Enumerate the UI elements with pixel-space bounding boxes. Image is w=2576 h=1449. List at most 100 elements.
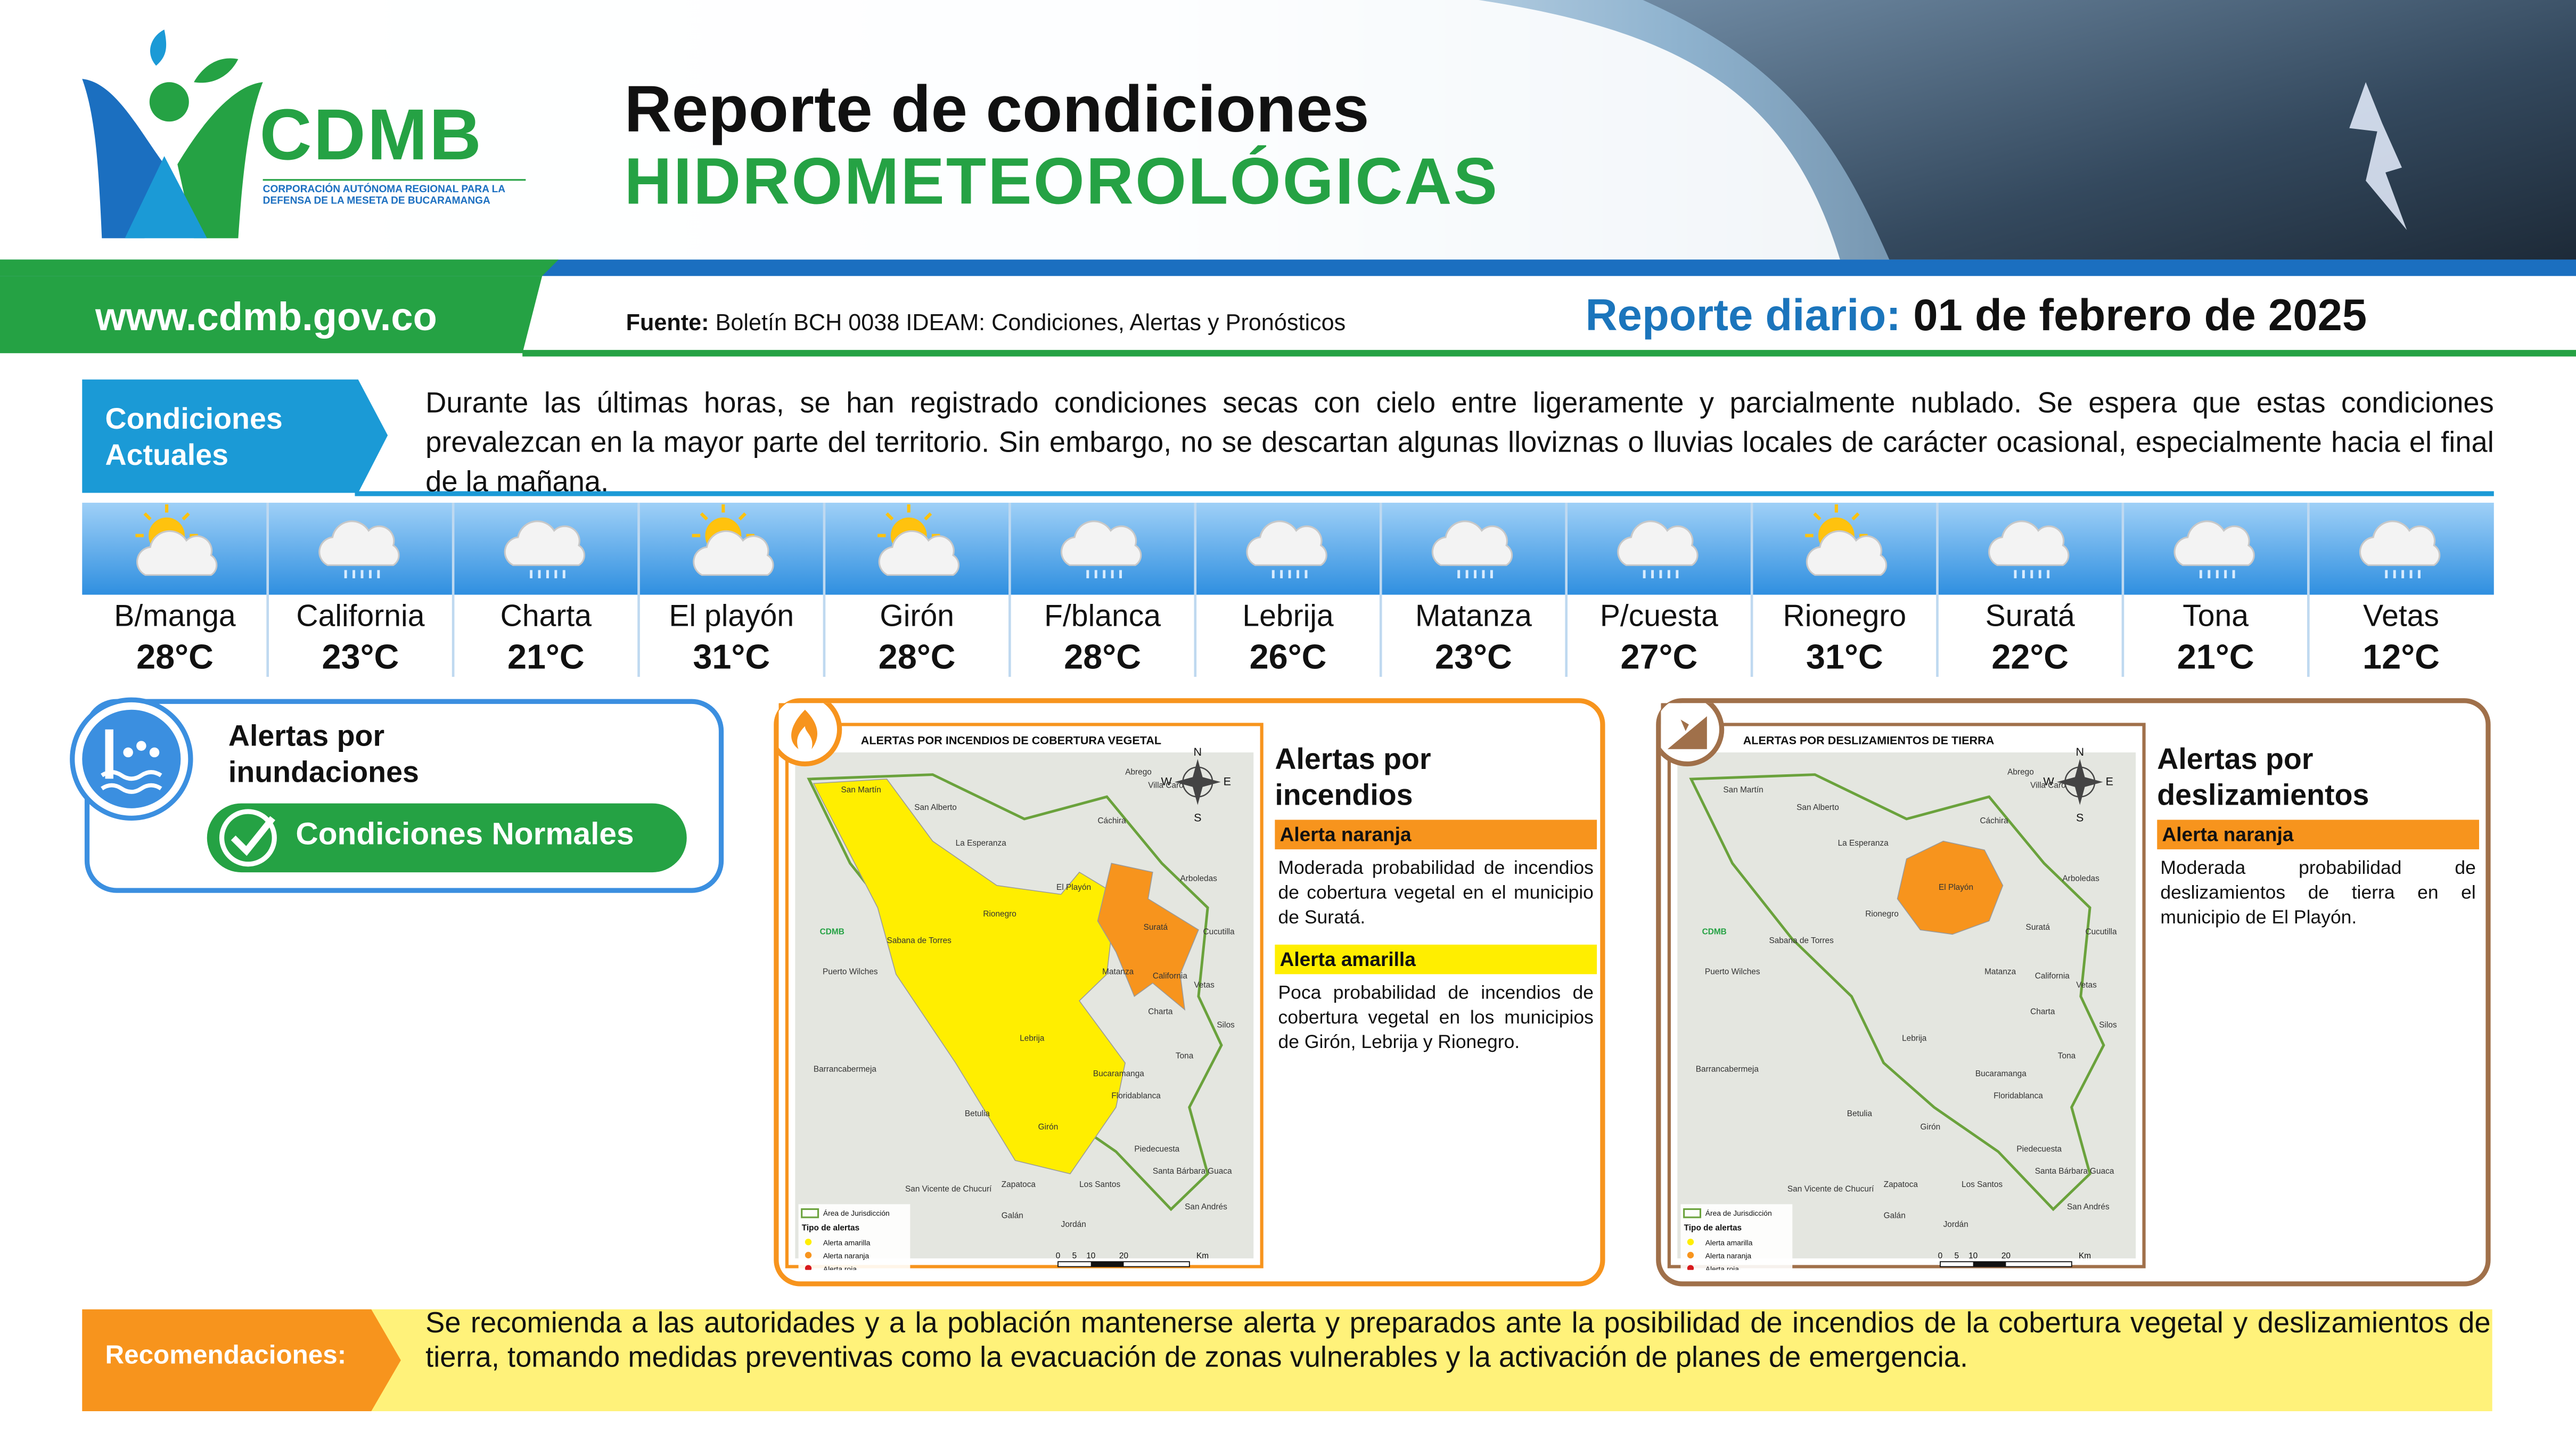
cloud [2359,520,2441,566]
scale-bar-fill [1973,1262,2006,1267]
cloud [1806,530,1888,576]
place-label: San Vicente de Chucurí [905,1185,992,1194]
place-label: La Esperanza [1838,839,1889,848]
city-temp: 23°C [322,637,399,676]
recommendations-frame [82,1309,2492,1412]
compass-letter: S [1194,811,1201,824]
place-label: Galán [1002,1211,1023,1221]
scale-label: 5 [1955,1251,1959,1260]
place-label: Vetas [2076,980,2097,989]
alert-text: Moderada probabilidad de deslizamientos … [2157,849,2480,938]
forecast-strip: B/manga 28°C California 23°C Charta 21°C El pl… [82,503,2494,677]
place-label: Zapatoca [1884,1180,1918,1189]
cloud [136,530,218,576]
legend-item: Alerta naranja [823,1251,869,1260]
place-label: Bucaramanga [1093,1069,1144,1078]
place-label: Lebrija [1902,1034,1927,1043]
sun-ray [885,512,894,521]
scale-label: 5 [1072,1251,1077,1260]
place-label: Girón [1921,1123,1941,1132]
title-line-2: HIDROMETEOROLÓGICAS [624,146,1499,219]
hazard-icon [778,703,842,767]
place-label: Guaca [2090,1167,2114,1176]
place-label: Tona [1176,1052,1194,1061]
alert-text: Moderada probabilidad de incendios de co… [1275,849,1597,938]
place-label: Zapatoca [1002,1180,1036,1189]
legend-title: Tipo de alertas [1684,1224,1742,1233]
place-label: Cáchira [1980,816,2008,825]
sun-ray [738,512,746,521]
sun-ray [1813,512,1822,521]
legend-item: Alerta amarilla [823,1238,871,1247]
place-label: Guaca [1208,1167,1232,1176]
scale-label: Km [1196,1251,1209,1260]
scale-bar-fill [1090,1262,1124,1267]
source: Fuente: Boletín BCH 0038 IDEAM: Condicio… [626,309,1346,335]
cloud [1617,520,1699,566]
compass-ring [2064,766,2096,798]
conditions-text: Durante las últimas horas, se han regist… [425,386,2494,498]
place-label: Vetas [1194,980,1215,989]
alert-heading: Alertas por deslizamientos [2157,742,2369,812]
city-name: El playón [669,599,794,633]
cloud [1431,520,1513,566]
city-name: P/cuesta [1600,599,1718,633]
title-line-1: Reporte de condiciones [624,73,1369,146]
sun-ray [1851,512,1860,521]
city-name: Vetas [2363,599,2439,633]
place-label: Piedecuesta [1134,1145,1179,1154]
scale-label: 0 [1938,1251,1943,1260]
map-logo: CDMB [820,927,844,936]
compass-letter: E [2106,775,2113,788]
legend-item: Alerta roja [823,1265,857,1270]
place-label: Puerto Wilches [1705,967,1760,976]
sun-ray [182,512,190,521]
alert-level: Alerta amarilla [1275,944,1597,975]
place-label: Lebrija [1020,1034,1045,1043]
map-title: ALERTAS POR DESLIZAMIENTOS DE TIERRA [1743,734,1995,747]
city-temp: 31°C [1806,637,1883,676]
city-name: Girón [880,599,954,633]
weather-icon [318,520,400,578]
city-temp: 21°C [507,637,585,676]
place-label: Santa Bárbara [2035,1167,2088,1176]
place-label: Arboledas [1180,874,1217,883]
weather-icon [2173,520,2255,578]
alert-level: Alerta naranja [2157,820,2480,849]
logo-subtitle: CORPORACIÓN AUTÓNOMA REGIONAL PARA LA DE… [262,179,526,207]
place-label: Floridablanca [1111,1092,1161,1101]
sun-ray [700,512,708,521]
place-label: Los Santos [1079,1180,1120,1189]
place-label: Betulia [1847,1109,1873,1118]
source-text: Boletín BCH 0038 IDEAM: Condiciones, Ale… [715,308,1346,335]
weather-icon [1246,520,1327,578]
place-label: Suratá [1144,923,1168,932]
place-label: Cucutilla [1203,927,1235,936]
place-label: San Andrés [2067,1202,2110,1211]
place-label: Bucaramanga [1975,1069,2027,1078]
place-label: Santa Bárbara [1153,1167,1206,1176]
scale-label: Km [2079,1251,2091,1260]
city-temp: 27°C [1620,637,1697,676]
report-label: Reporte diario: [1585,291,1901,340]
place-label: San Andrés [1185,1202,1227,1211]
city-temp: 28°C [1064,637,1141,676]
alert-side: Alertas por incendios Alerta naranja Moder… [1275,741,1597,1063]
place-label: Barrancabermeja [814,1065,877,1074]
place-label: Silos [1217,1020,1235,1029]
city-temp: 21°C [2177,637,2254,676]
fire-panel: ALERTAS POR INCENDIOS DE COBERTURA VEGET… [774,698,1605,1287]
orange-alert-area [1897,840,2004,935]
cloud [504,520,586,566]
city-name: California [296,599,424,633]
city-name: F/blanca [1044,599,1161,633]
legend-dot [1687,1239,1694,1246]
city-name: B/manga [114,599,236,633]
flood-frame [70,697,724,893]
place-label: Suratá [2026,923,2050,932]
place-label: La Esperanza [956,839,1007,848]
logo-name: CDMB [259,95,483,176]
map-relief [1677,752,2136,1259]
place-label: Arboledas [2062,874,2099,883]
place-label: Sabana de Torres [887,936,952,945]
